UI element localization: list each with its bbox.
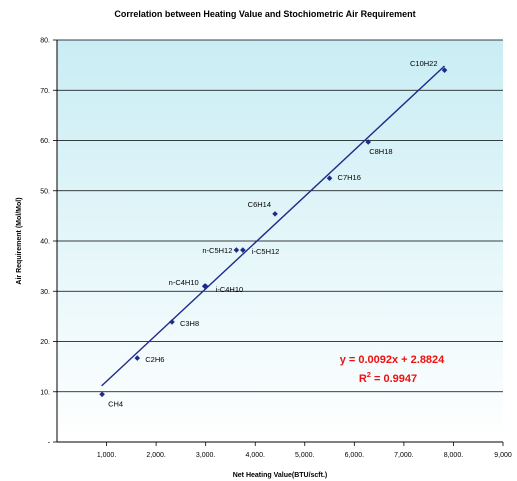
- data-point-marker: [365, 139, 372, 145]
- y-tick-label: 40.: [40, 239, 50, 246]
- r-squared-value: = 0.9947: [371, 373, 417, 385]
- chart-title: Correlation between Heating Value and St…: [114, 9, 415, 19]
- data-point-label: C10H22: [410, 59, 438, 68]
- data-point-label: C8H18: [369, 147, 392, 156]
- x-axis-title: Net Heating Value(BTU/scft.): [233, 472, 328, 479]
- r-squared: R2 = 0.9947: [359, 370, 417, 385]
- data-point-marker: [326, 175, 333, 181]
- x-tick-label: 2,000.: [146, 452, 166, 459]
- data-point-marker: [169, 319, 175, 325]
- y-tick-label: 10.: [40, 389, 50, 396]
- data-point-label: C3H8: [180, 319, 199, 328]
- trendline-equation: y = 0.0092x + 2.8824: [340, 354, 445, 366]
- data-point-label: C7H16: [338, 173, 361, 182]
- x-axis-ticks: 1,000. 2,000. 3,000. 4,000. 5,000. 6,000. 7,00…: [97, 442, 512, 459]
- data-point-marker: [134, 355, 141, 361]
- trendline: [101, 65, 446, 387]
- data-points: [99, 67, 448, 398]
- y-tick-label: 20.: [40, 339, 50, 346]
- gridlines: [57, 39, 503, 393]
- data-point-marker: [272, 211, 278, 217]
- x-tick-label: 3,000.: [196, 452, 216, 459]
- r-squared-exponent: 2: [367, 370, 371, 379]
- x-tick-label: 5,000.: [295, 452, 315, 459]
- y-tick-label: -: [48, 440, 51, 447]
- y-tick-label: 50.: [40, 188, 50, 195]
- y-tick-label: 60.: [40, 138, 50, 145]
- data-point-label: n-C5H12: [202, 246, 232, 255]
- data-point-label: i-C5H12: [252, 247, 280, 256]
- x-tick-label: 8,000.: [444, 452, 464, 459]
- y-tick-label: 80.: [40, 38, 50, 45]
- data-point-label: i-C4H10: [216, 285, 244, 294]
- data-point-label: CH4: [108, 399, 123, 408]
- y-tick-label: 30.: [40, 289, 50, 296]
- x-tick-label: 4,000.: [245, 452, 265, 459]
- data-point-label: n-C4H10: [169, 278, 199, 287]
- r-squared-prefix: R: [359, 373, 367, 385]
- data-point-label: C6H14: [248, 200, 271, 209]
- x-tick-label: 7,000.: [394, 452, 414, 459]
- data-point-marker: [99, 391, 105, 398]
- x-tick-label: 1,000.: [97, 452, 117, 459]
- data-point-marker: [240, 247, 246, 253]
- point-labels: CH4 C2H6 C3H8 n-C4H10 i-C4H10 n-C5H12 i-C5H12 C…: [108, 59, 437, 408]
- data-point-marker: [233, 247, 240, 253]
- y-axis-ticks: - 10. 20. 30. 40. 50. 60. 70. 80.: [40, 38, 57, 447]
- data-point-marker: [202, 283, 209, 290]
- y-axis-title: Air Requirement (Mol/Mol): [16, 197, 23, 284]
- x-tick-label: 9,000: [494, 452, 512, 459]
- y-tick-label: 70.: [40, 88, 50, 95]
- data-point-marker: [441, 67, 448, 73]
- data-point-label: C2H6: [145, 355, 164, 364]
- x-tick-label: 6,000.: [345, 452, 365, 459]
